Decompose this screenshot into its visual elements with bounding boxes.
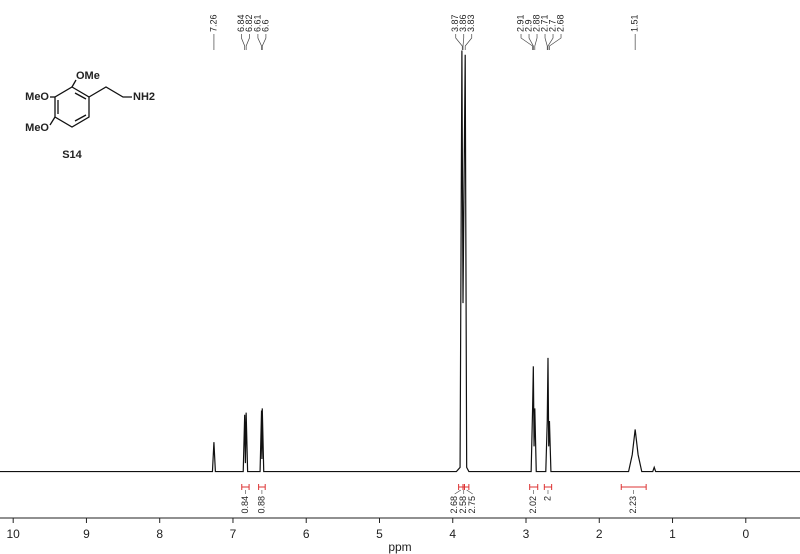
peak-label: 2.9 — [523, 19, 533, 32]
integral-label: 0.88 — [256, 496, 266, 514]
integral-bracket — [241, 484, 250, 490]
chain — [88, 86, 132, 98]
x-axis-label: ppm — [388, 540, 411, 554]
x-tick-label: 5 — [376, 527, 383, 541]
integral-bracket — [620, 484, 647, 490]
peak-leader — [245, 34, 250, 50]
x-tick-label: 4 — [449, 527, 456, 541]
compound-id: S14 — [62, 149, 82, 161]
x-tick-label: 3 — [523, 527, 530, 541]
integral-leader — [454, 489, 461, 495]
double-bond — [74, 114, 87, 122]
structure-label: MeO — [25, 122, 49, 134]
peak-label: 2.7 — [547, 19, 557, 32]
integral-label: 2.75 — [467, 496, 477, 514]
integral-label: 2.02 — [528, 496, 538, 514]
peak-label: 6.6 — [260, 19, 270, 32]
structure-label: OMe — [76, 70, 100, 82]
peak-leader — [544, 34, 548, 50]
structure — [49, 79, 132, 128]
peak-leader — [257, 34, 262, 50]
integral-label: 2.68 — [449, 496, 459, 514]
bond — [71, 79, 77, 88]
peak-label: 2.71 — [539, 14, 549, 32]
bond — [49, 116, 56, 126]
peak-label: 6.82 — [244, 14, 254, 32]
integral-label: 2.58 — [458, 496, 468, 514]
peak-label: 3.86 — [458, 14, 468, 32]
structure-label: MeO — [25, 91, 49, 103]
peak-leader — [528, 34, 534, 50]
x-tick-label: 1 — [669, 527, 676, 541]
peak-leader — [462, 34, 465, 50]
integral-label: 2 — [542, 496, 552, 501]
x-tick-label: 7 — [230, 527, 237, 541]
peak-leader — [547, 34, 554, 50]
structure-label: NH2 — [133, 91, 155, 103]
peak-label: 1.51 — [630, 14, 640, 32]
peak-label: 3.87 — [450, 14, 460, 32]
integral-bracket — [258, 484, 266, 490]
x-tick-label: 6 — [303, 527, 310, 541]
integral-leader — [466, 489, 473, 495]
peak-leader — [464, 34, 473, 50]
peak-label: 2.88 — [531, 14, 541, 32]
integral-bracket — [529, 484, 539, 490]
peak-leader — [534, 34, 538, 50]
integral-bracket — [458, 484, 464, 490]
x-tick-label: 2 — [596, 527, 603, 541]
integral-bracket — [543, 484, 553, 490]
double-bond — [74, 92, 87, 100]
x-tick-label: 8 — [156, 527, 163, 541]
peak-label: 3.83 — [466, 14, 476, 32]
peak-label: 2.68 — [555, 14, 565, 32]
spectrum-line — [0, 50, 800, 473]
peak-leader — [261, 34, 267, 50]
integral-bracket — [463, 484, 470, 490]
peak-leader — [241, 34, 246, 50]
integral-label: 0.84 — [240, 496, 250, 514]
peak-label: 7.26 — [208, 14, 218, 32]
x-tick-label: 9 — [83, 527, 90, 541]
peak-label: 6.84 — [236, 14, 246, 32]
peak-leader — [549, 34, 562, 50]
x-tick-label: 10 — [7, 527, 21, 541]
peak-leader — [520, 34, 533, 50]
x-tick-label: 0 — [742, 527, 749, 541]
peak-leader — [455, 34, 463, 50]
peak-label: 2.91 — [515, 14, 525, 32]
peak-label: 6.61 — [252, 14, 262, 32]
benzene-ring — [54, 86, 90, 128]
integral-label: 2.23 — [628, 496, 638, 514]
